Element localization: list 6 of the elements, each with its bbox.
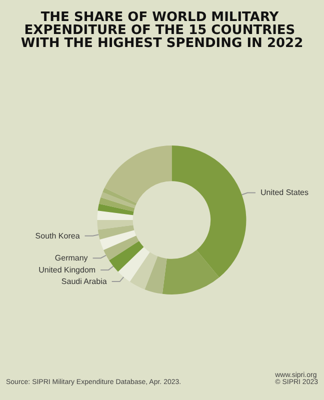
- chart-title: THE SHARE OF WORLD MILITARY EXPENDITURE OF THE 15 COUNTRIES WITH THE HIGHEST SPENDING IN 2022: [20, 10, 304, 51]
- slice-label: United States: [260, 188, 309, 198]
- slice-label: Germany: [54, 254, 88, 263]
- slice-label: United Kingdom: [38, 265, 96, 274]
- slice-label: Saudi Arabia: [61, 277, 108, 286]
- slice-label: South Korea: [35, 231, 80, 240]
